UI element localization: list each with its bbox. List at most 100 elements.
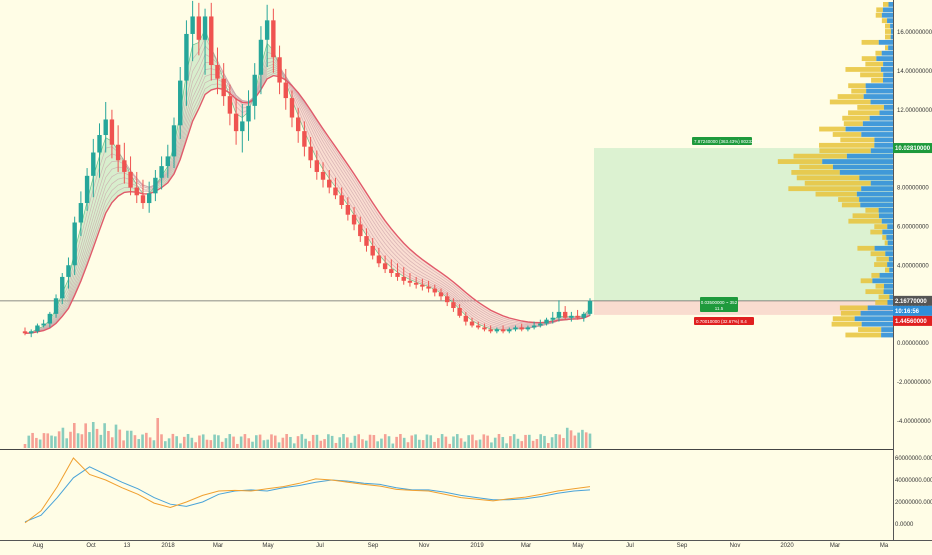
candle-body [426,287,430,289]
volume-bar [570,430,573,448]
volume-bar [107,431,110,448]
target-label: 7.87240000 (363.43%) 80232.44 [694,139,760,144]
volume-profile-row-sell [819,127,845,132]
volume-profile-row-sell [885,45,888,50]
volume-bar [153,440,156,448]
volume-bar [134,435,137,448]
price-tick-label: 6.00000000 [897,224,929,230]
candle-body [302,131,306,147]
price-tick-label: -4.00000000 [897,419,931,425]
candle-body [41,324,45,326]
volume-bar [357,434,360,448]
candle-body [389,269,393,273]
candle-body [308,147,312,161]
volume-bar [228,434,231,448]
volume-bar [293,443,296,448]
price-tick-label: 12.00000000 [897,108,932,114]
volume-profile-row-buy [881,327,893,332]
volume-bar [562,438,565,448]
volume-profile-row-buy [886,235,893,240]
volume-bar [304,439,307,448]
volume-profile-row-sell [861,278,873,283]
candle-body [172,125,176,156]
candle-body [315,160,319,172]
volume-profile-row-sell [838,94,864,99]
volume-bar [240,437,243,448]
volume-bar [274,436,277,448]
volume-bar [58,431,61,448]
volume-profile-row-buy [881,333,893,338]
time-tick-label: Nov [419,543,430,549]
volume-profile-row-sell [875,51,881,56]
volume-bar [172,434,175,448]
volume-bar [100,435,103,448]
volume-profile-row-buy [875,246,893,251]
volume-bar [202,434,205,448]
candle-body [284,83,288,99]
price-tick-label: 14.00000000 [897,69,932,75]
volume-bar [236,444,239,448]
volume-profile-row-buy [887,224,893,229]
time-tick-label: Sep [677,543,688,549]
volume-profile-row-sell [883,2,889,7]
volume-bar [528,435,531,448]
time-tick-label: 13 [124,543,131,549]
volume-bar [96,429,99,448]
volume-profile-row-buy [880,110,893,115]
volume-profile-row-buy [888,45,893,50]
entry-label-line2: 11.5 [715,306,724,311]
volume-profile-row-sell [838,197,859,202]
oscillator-tick-label: 0.0000 [895,522,914,528]
volume-bar [141,434,144,448]
volume-profile-row-buy [861,186,893,191]
volume-profile-row-sell [805,181,871,186]
volume-bar [551,437,554,448]
volume-profile-row-sell [848,110,879,115]
volume-bar [558,435,561,448]
volume-bar [27,436,30,448]
candle-body [85,176,89,203]
volume-profile-row-sell [876,257,888,262]
volume-profile-row-sell [844,121,863,126]
volume-profile-row-buy [883,78,893,83]
volume-profile-row-sell [885,240,888,245]
volume-bar [589,434,592,448]
volume-bar [369,435,372,448]
volume-bar [103,423,106,448]
candle-body [159,166,163,178]
volume-profile-row-sell [865,62,883,67]
candle-body [358,224,362,236]
volume-profile-row-sell [882,18,887,23]
candle-body [333,188,337,196]
volume-bar [24,444,27,448]
volume-bar [263,440,266,448]
volume-bar [395,437,398,448]
volume-profile-row-sell [819,143,874,148]
volume-profile-row-buy [862,322,893,327]
volume-profile-row-sell [853,213,879,218]
candle-body [575,316,579,318]
candle-body [166,156,170,166]
volume-profile-row-sell [842,116,869,121]
candle-body [408,281,412,283]
volume-profile-row-sell [870,230,882,235]
candle-body [221,79,225,96]
volume-profile-row-sell [840,305,868,310]
volume-profile-row-sell [840,137,874,142]
volume-bar [308,441,311,448]
volume-bar [259,435,262,448]
volume-profile-row-sell [841,311,861,316]
volume-bar [137,439,140,448]
volume-bar [422,440,425,448]
volume-bar [418,440,421,448]
volume-profile-row-sell [797,175,860,180]
volume-bar [54,436,57,448]
volume-profile-row-buy [866,89,893,94]
volume-profile-row-buy [855,316,893,321]
volume-bar [183,437,186,448]
volume-bar [460,438,463,448]
volume-profile-row-sell [845,333,881,338]
volume-profile-row-buy [889,257,893,262]
volume-profile-row-sell [833,316,855,321]
